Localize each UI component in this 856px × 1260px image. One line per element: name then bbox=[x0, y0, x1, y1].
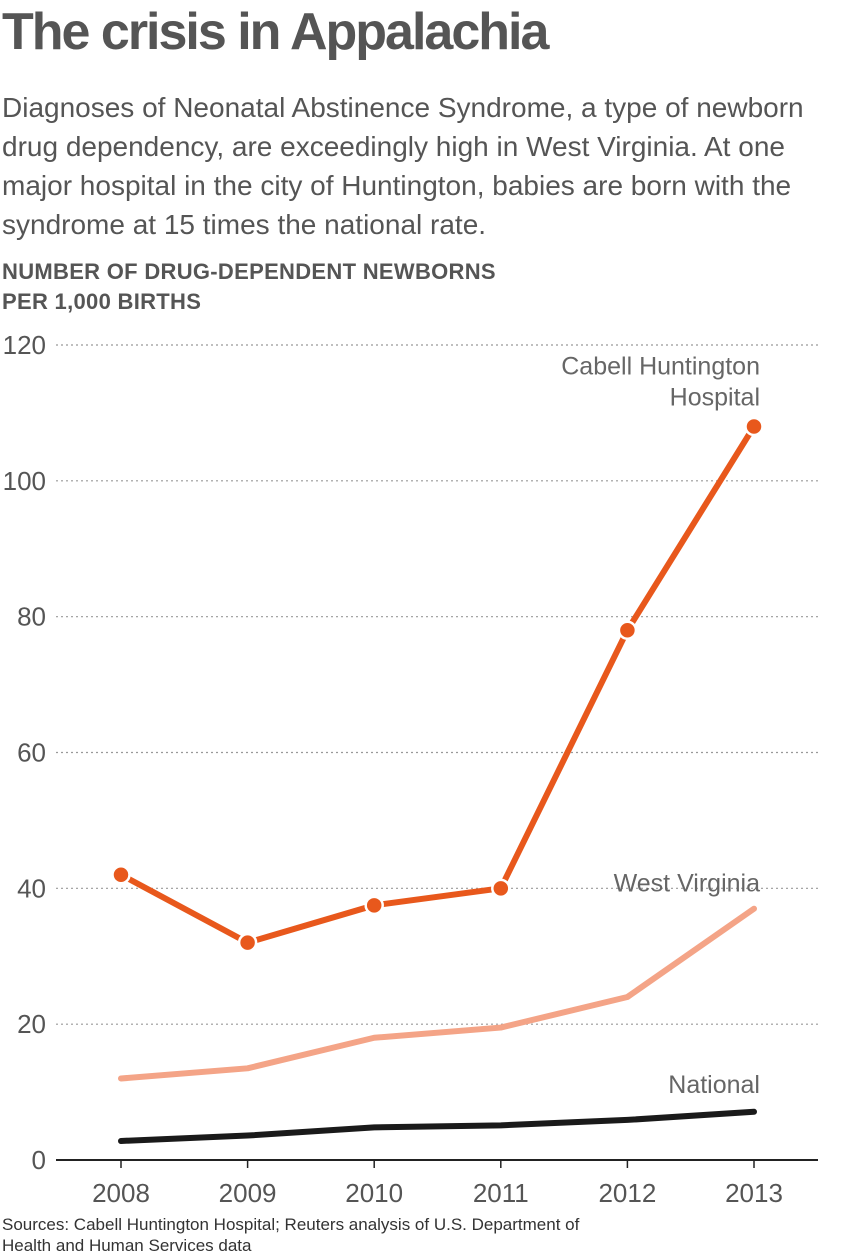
data-point-cabell-huntington-hospital-2009 bbox=[237, 932, 258, 953]
series-lines bbox=[111, 416, 764, 1144]
data-point-cabell-huntington-hospital-2010 bbox=[364, 895, 384, 916]
series-labels: Cabell Huntington Hospital West Virginia Na… bbox=[561, 353, 760, 1099]
y-tick-labels: 0 20 40 60 80 100 120 bbox=[3, 330, 46, 1175]
x-tick-label-2008: 2008 bbox=[92, 1178, 150, 1205]
y-axis-label-line2: PER 1,000 BIRTHS bbox=[2, 289, 202, 314]
y-tick-label-0: 0 bbox=[32, 1145, 46, 1175]
data-point-cabell-huntington-hospital-2013 bbox=[744, 416, 764, 437]
x-tick-label-2013: 2013 bbox=[725, 1178, 783, 1205]
data-point-cabell-huntington-hospital-2011 bbox=[491, 878, 511, 899]
gridlines bbox=[56, 344, 818, 1161]
y-tick-label-20: 20 bbox=[17, 1009, 46, 1039]
x-tick-label-2012: 2012 bbox=[598, 1178, 656, 1205]
y-axis-label-line1: NUMBER OF DRUG-DEPENDENT NEWBORNS bbox=[2, 259, 496, 284]
y-tick-label-60: 60 bbox=[17, 738, 46, 768]
series-line-west-virginia bbox=[118, 905, 757, 1082]
data-point-cabell-huntington-hospital-2012 bbox=[617, 620, 638, 640]
series-label-national: National bbox=[668, 1071, 760, 1099]
line-chart: 0 20 40 60 80 100 120 2008 2009 2010 2011 2012 2013… bbox=[3, 330, 818, 1205]
series-label-line: Hospital bbox=[670, 384, 760, 412]
y-tick-label-40: 40 bbox=[17, 873, 46, 903]
data-point-cabell-huntington-hospital-2008 bbox=[111, 865, 131, 885]
chart-title: The crisis in Appalachia bbox=[2, 3, 549, 61]
y-tick-label-80: 80 bbox=[17, 602, 46, 632]
y-axis-label: NUMBER OF DRUG-DEPENDENT NEWBORNS PER 1,0… bbox=[2, 257, 496, 317]
x-tick-labels: 2008 2009 2010 2011 2012 2013 bbox=[92, 1160, 783, 1205]
sources-line2: Health and Human Services data bbox=[2, 1236, 252, 1255]
y-tick-label-100: 100 bbox=[3, 466, 46, 496]
series-label-line: National bbox=[668, 1071, 760, 1099]
series-label-line: West Virginia bbox=[614, 870, 760, 898]
series-label-west-virginia: West Virginia bbox=[614, 870, 760, 898]
y-tick-label-120: 120 bbox=[3, 330, 46, 360]
sources-line1: Sources: Cabell Huntington Hospital; Reu… bbox=[2, 1215, 580, 1234]
sources-note: Sources: Cabell Huntington Hospital; Reu… bbox=[2, 1214, 579, 1256]
x-tick-label-2010: 2010 bbox=[345, 1178, 403, 1205]
chart-subtitle: Diagnoses of Neonatal Abstinence Syndrom… bbox=[2, 92, 804, 240]
x-tick-label-2011: 2011 bbox=[473, 1178, 529, 1205]
x-tick-label-2009: 2009 bbox=[219, 1178, 277, 1205]
series-label-line: Cabell Huntington bbox=[561, 353, 760, 381]
series-line-national bbox=[118, 1108, 757, 1144]
series-label-cabell-huntington-hospital: Cabell Huntington Hospital bbox=[561, 353, 760, 412]
series-line-cabell-huntington-hospital bbox=[118, 423, 757, 946]
